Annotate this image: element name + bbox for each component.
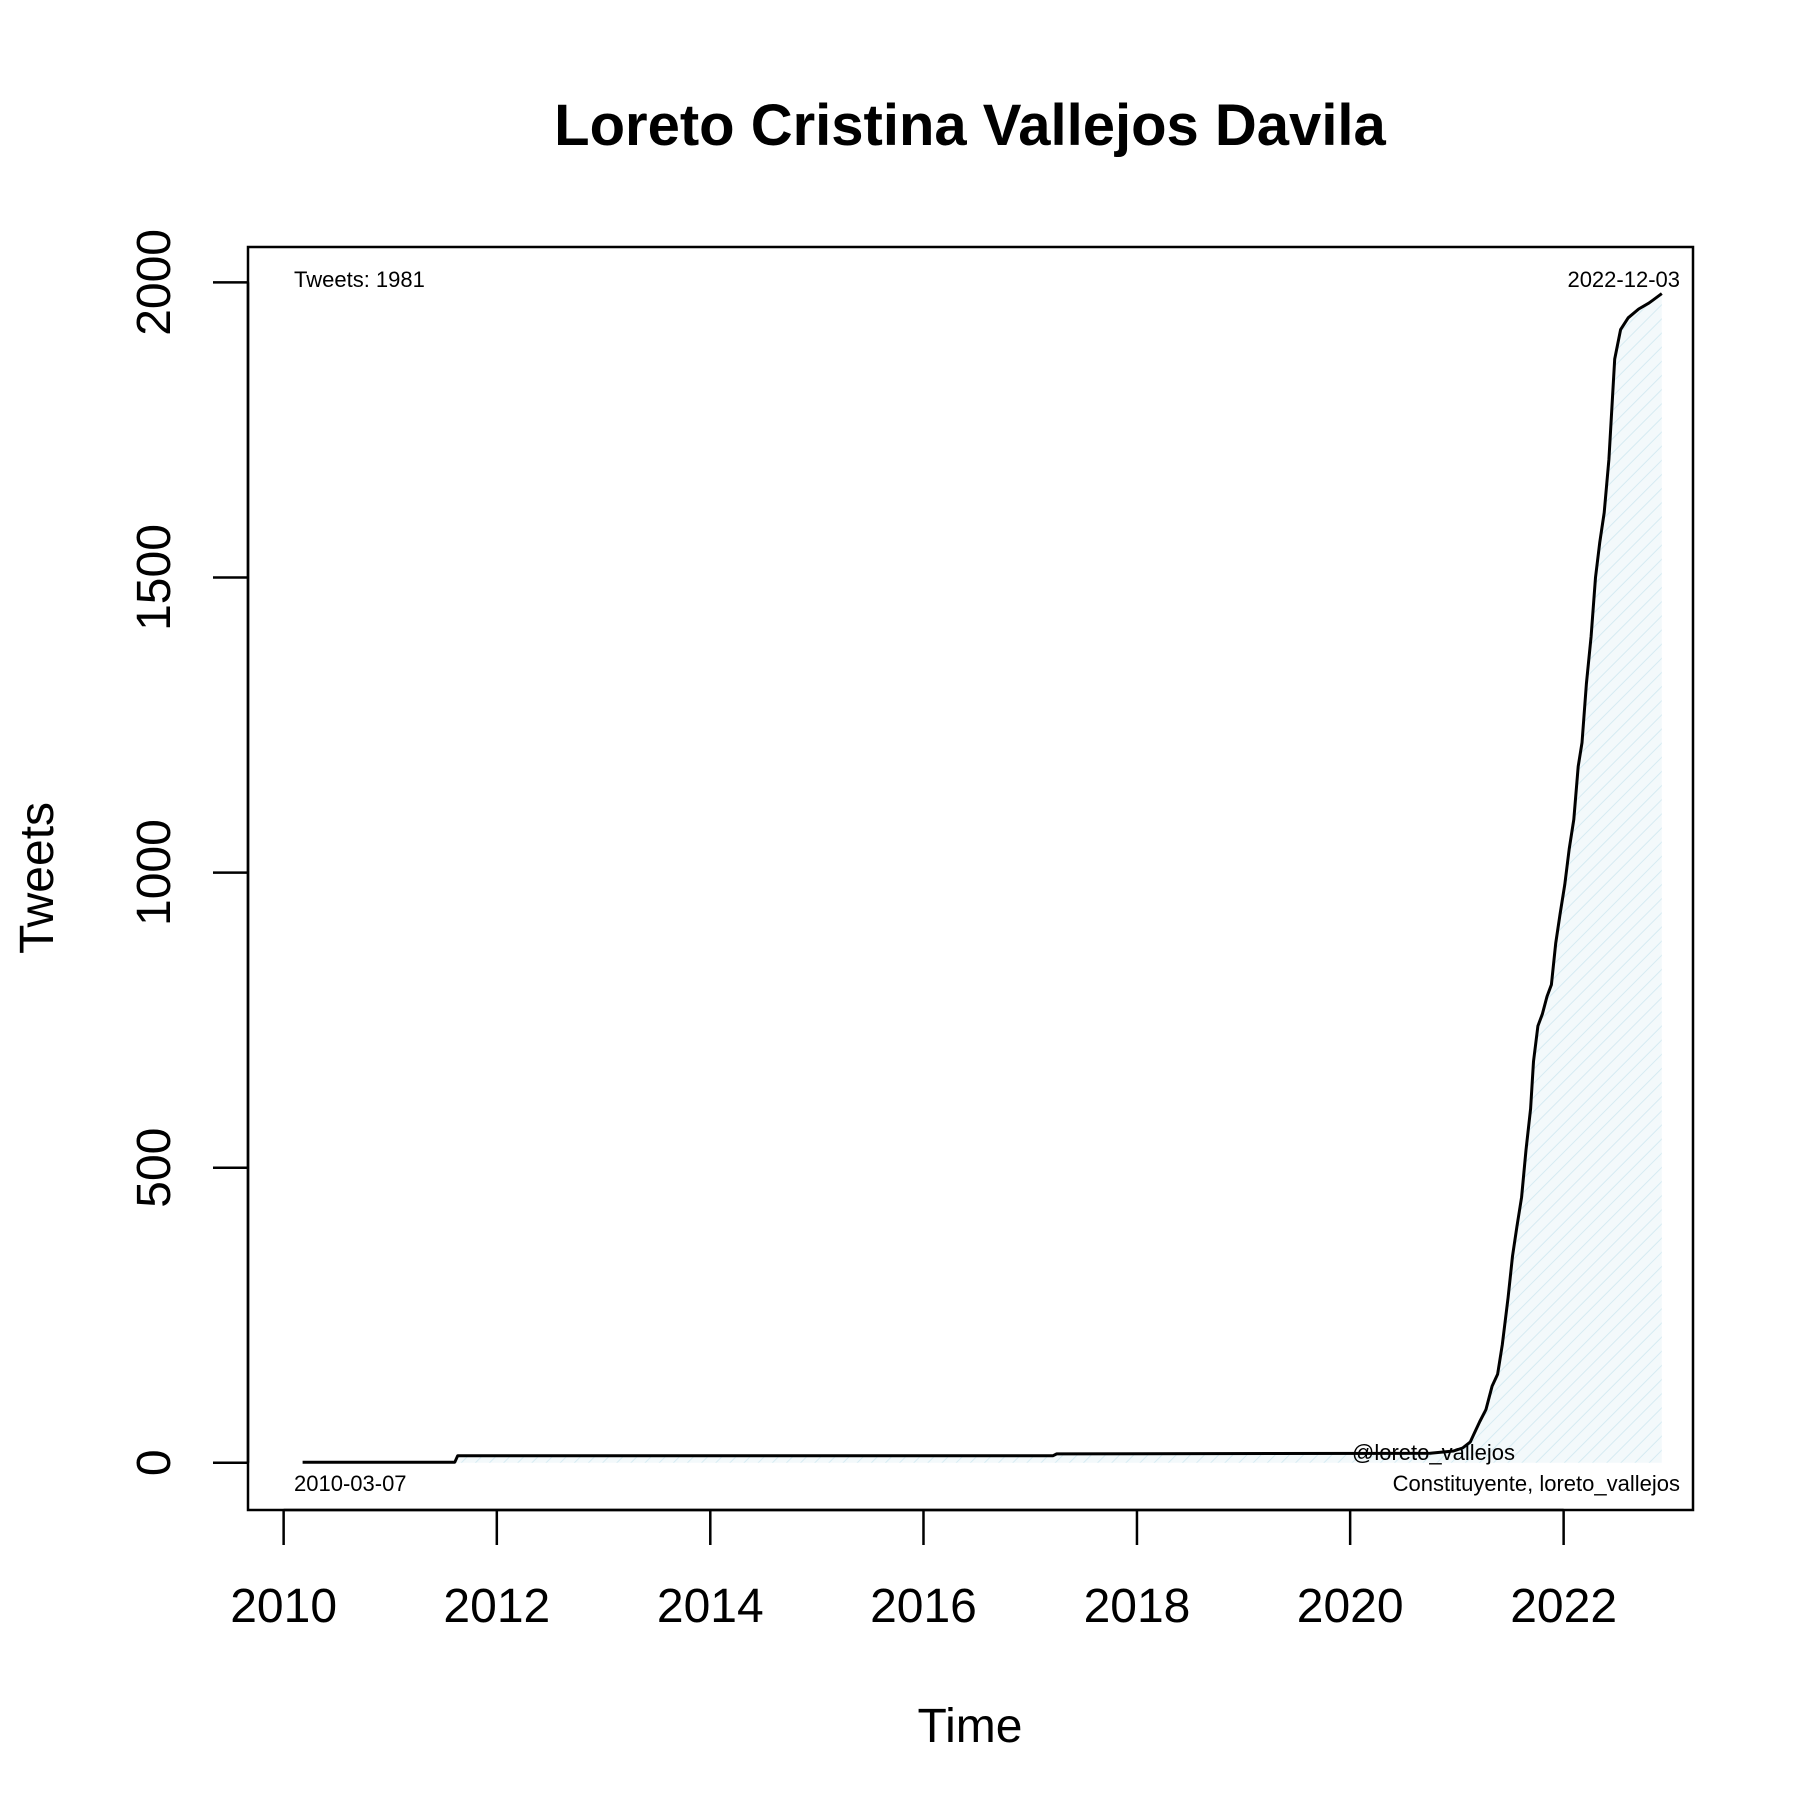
x-tick-label: 2018 <box>1084 1580 1191 1633</box>
x-tick-label: 2014 <box>657 1580 764 1633</box>
x-tick-label: 2020 <box>1297 1580 1404 1633</box>
plot-frame <box>246 245 1695 1512</box>
x-axis-title: Time <box>918 1700 1023 1753</box>
x-axis: 2010 2012 2014 2016 2018 2020 2022 <box>230 1508 1617 1633</box>
y-tick-label: 1500 <box>128 524 181 631</box>
y-tick-label: 0 <box>128 1449 181 1476</box>
series-area <box>302 293 1662 1463</box>
y-tick-label: 2000 <box>128 229 181 336</box>
start-date-annotation: 2010-03-07 <box>294 1471 407 1496</box>
chart-title: Loreto Cristina Vallejos Davila <box>554 93 1386 158</box>
y-axis-title: Tweets <box>11 802 64 954</box>
y-tick-label: 1000 <box>128 819 181 926</box>
description-annotation: Constituyente, loreto_vallejos <box>1393 1471 1680 1496</box>
x-tick-label: 2022 <box>1510 1580 1617 1633</box>
y-tick-label: 500 <box>128 1128 181 1208</box>
handle-annotation: @loreto_vallejos <box>1352 1440 1515 1465</box>
plot-layer <box>302 292 1663 1464</box>
x-tick-label: 2016 <box>870 1580 977 1633</box>
tweet-count-annotation: Tweets: 1981 <box>294 267 425 292</box>
series-line <box>302 292 1663 1464</box>
x-tick-label: 2012 <box>443 1580 550 1633</box>
y-axis: 0 500 1000 1500 2000 <box>128 229 250 1476</box>
end-date-annotation: 2022-12-03 <box>1567 267 1680 292</box>
x-tick-label: 2010 <box>230 1580 337 1633</box>
